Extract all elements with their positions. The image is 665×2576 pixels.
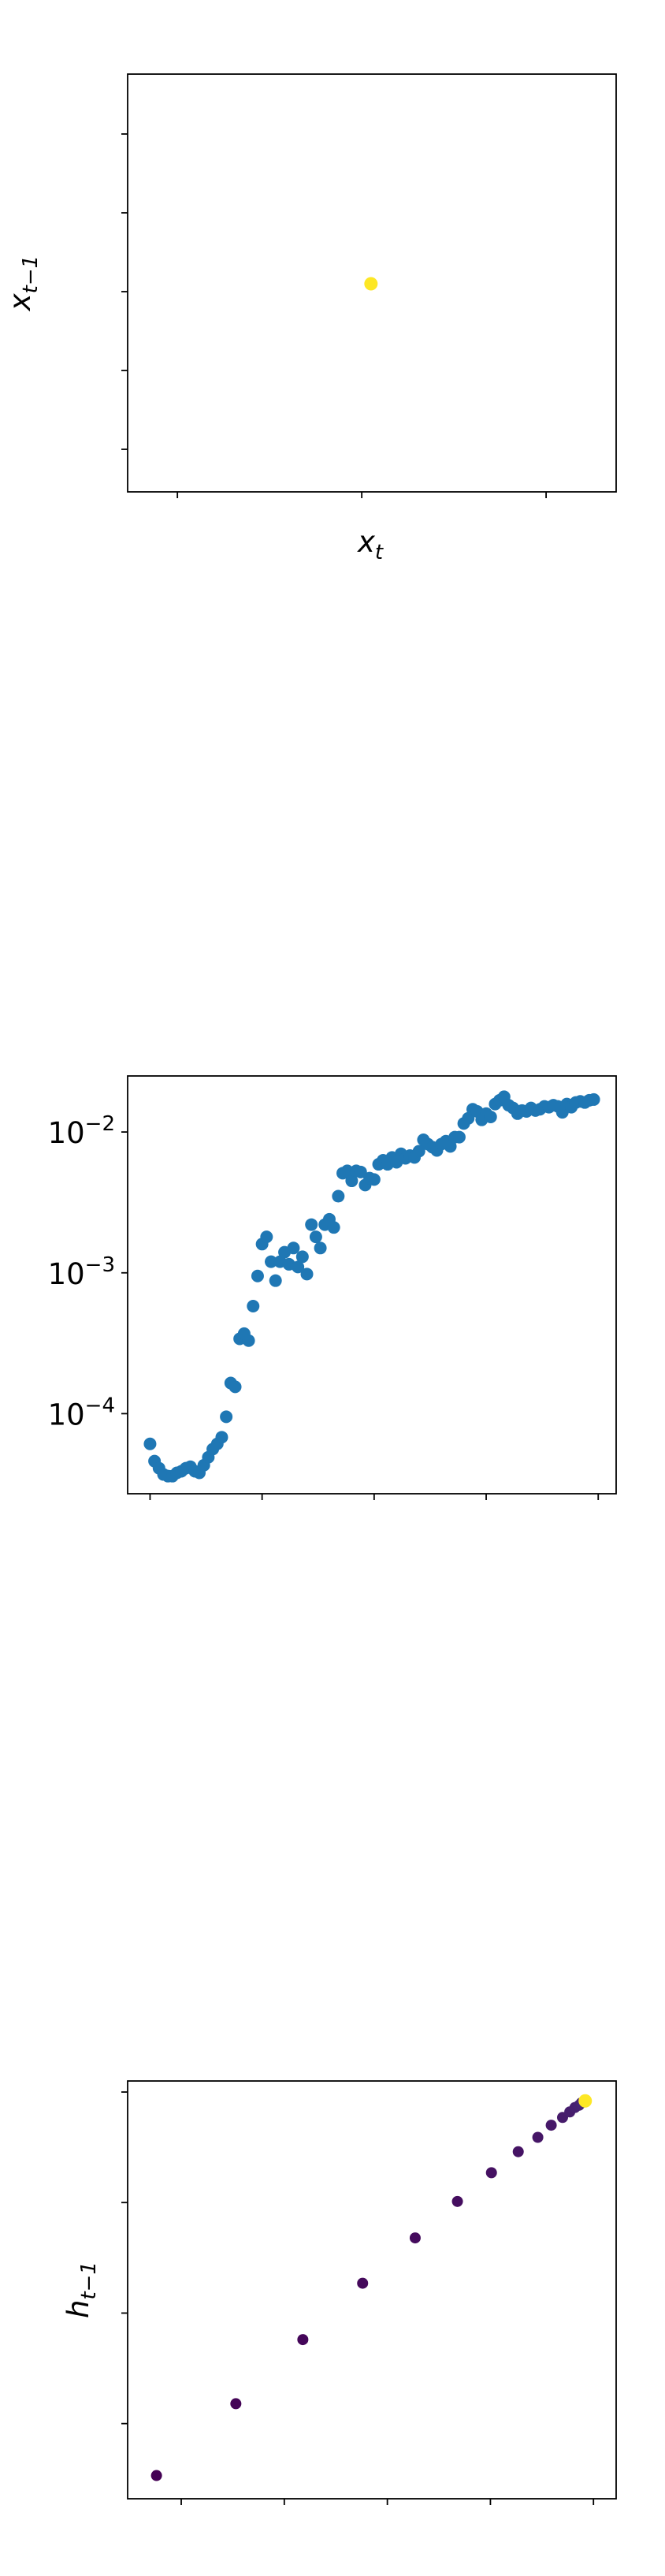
y-axis-label-base: x xyxy=(3,292,37,311)
x-axis-label-base: x xyxy=(357,525,376,559)
data-point xyxy=(265,1255,278,1268)
data-point xyxy=(587,1093,600,1106)
axes-frame xyxy=(127,1075,617,1495)
data-point xyxy=(215,1431,228,1444)
y-axis-label-sub: t−1 xyxy=(19,255,43,294)
x-axis-label-sub: t xyxy=(375,541,384,564)
data-point xyxy=(532,2131,544,2143)
y-tick-label: 10−3 xyxy=(48,1253,115,1291)
y-tick-label: 10−4 xyxy=(48,1394,115,1431)
y-tick-base: 10 xyxy=(48,1257,85,1291)
data-point xyxy=(295,1250,309,1264)
y-axis-label: xt−1 xyxy=(3,255,43,311)
data-point xyxy=(345,1174,359,1188)
data-point xyxy=(354,1165,367,1178)
data-point xyxy=(150,2470,162,2481)
data-point xyxy=(228,1380,242,1394)
data-point xyxy=(364,277,378,291)
x-axis-label: xt xyxy=(357,525,384,564)
data-point xyxy=(412,1145,425,1158)
y-axis-label-sub: t−1 xyxy=(77,2261,101,2300)
data-point xyxy=(367,1173,381,1186)
y-tick-base: 10 xyxy=(48,1398,85,1431)
y-tick-exponent: −4 xyxy=(85,1394,115,1417)
data-point xyxy=(451,2195,463,2207)
data-point xyxy=(297,2334,309,2346)
data-point xyxy=(485,2167,497,2179)
y-axis-label-base: h xyxy=(61,2300,95,2318)
data-point xyxy=(305,1218,318,1231)
data-point xyxy=(287,1241,300,1255)
axes-frame xyxy=(127,2080,617,2500)
data-point xyxy=(300,1268,314,1281)
axes-frame xyxy=(127,73,617,493)
data-point xyxy=(512,2146,524,2157)
y-tick-exponent: −2 xyxy=(85,1112,115,1136)
y-tick-label: 10−2 xyxy=(48,1112,115,1150)
data-point xyxy=(545,2120,557,2131)
y-tick-exponent: −3 xyxy=(85,1253,115,1277)
data-point xyxy=(357,2277,369,2289)
data-point xyxy=(292,1260,305,1274)
data-point xyxy=(269,1274,282,1287)
data-point xyxy=(309,1230,322,1244)
data-point xyxy=(247,1300,260,1313)
data-point xyxy=(340,1164,354,1178)
data-point xyxy=(251,1269,264,1282)
data-point xyxy=(230,2398,242,2410)
data-point xyxy=(452,1130,466,1144)
data-point xyxy=(578,2094,593,2108)
data-point xyxy=(484,1110,497,1123)
data-point xyxy=(332,1189,345,1203)
data-point xyxy=(220,1410,233,1424)
data-point xyxy=(314,1241,327,1255)
data-point xyxy=(143,1437,157,1450)
data-point xyxy=(409,2232,421,2244)
data-point xyxy=(242,1334,255,1347)
data-point xyxy=(444,1140,457,1153)
data-point xyxy=(327,1221,340,1234)
y-tick-base: 10 xyxy=(48,1116,85,1150)
data-point xyxy=(260,1230,273,1244)
y-axis-label: ht−1 xyxy=(61,2261,101,2318)
